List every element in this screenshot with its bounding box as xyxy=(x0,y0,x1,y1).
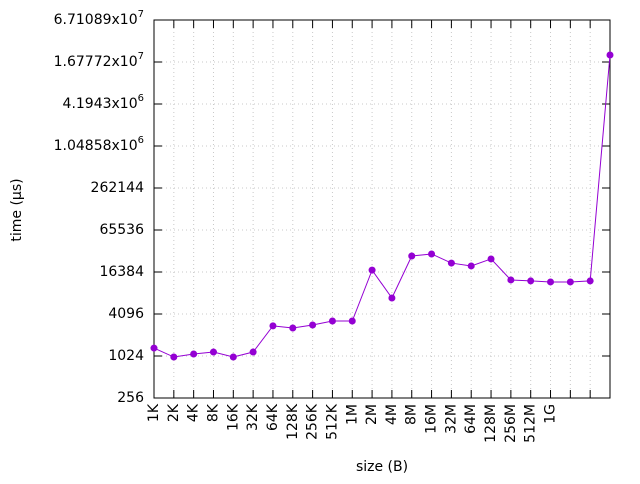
data-point xyxy=(150,344,158,352)
x-tick-label: 8M xyxy=(404,404,420,425)
data-point xyxy=(328,317,336,325)
x-tick-label: 2K xyxy=(166,403,182,422)
y-tick-label: 4096 xyxy=(108,306,144,322)
data-point xyxy=(269,322,277,330)
y-tick-label: 4.1943x106 xyxy=(63,93,144,112)
data-point xyxy=(170,353,178,361)
x-axis-label: size (B) xyxy=(356,459,408,475)
y-tick-label: 262144 xyxy=(91,180,145,196)
x-tick-label: 128M xyxy=(483,404,499,443)
data-point xyxy=(487,255,495,263)
y-tick-label: 256 xyxy=(117,390,144,406)
data-point xyxy=(527,277,535,285)
series-line xyxy=(153,54,611,358)
data-point xyxy=(547,278,555,286)
x-tick-label: 32M xyxy=(443,404,459,434)
data-point xyxy=(606,51,614,59)
x-tick-label: 8K xyxy=(205,403,221,422)
x-tick-label: 256M xyxy=(503,404,519,443)
data-point xyxy=(388,294,396,302)
y-tick-label: 65536 xyxy=(99,222,144,238)
data-point xyxy=(368,266,376,274)
y-tick-label: 1024 xyxy=(108,348,144,364)
data-point xyxy=(249,348,257,356)
x-tick-label: 1G xyxy=(543,404,559,424)
data-point xyxy=(408,252,416,260)
x-tick-label: 2M xyxy=(364,404,380,425)
data-point xyxy=(309,321,317,329)
data-point xyxy=(467,262,475,270)
x-tick-label: 4M xyxy=(384,404,400,425)
y-tick-label: 1.04858x106 xyxy=(54,135,144,154)
x-tick-label: 16K xyxy=(225,403,241,431)
x-tick-label: 512M xyxy=(523,404,539,443)
x-tick-label: 256K xyxy=(305,403,321,440)
data-point xyxy=(566,278,574,286)
data-point xyxy=(190,350,198,358)
data-point xyxy=(348,317,356,325)
x-tick-label: 32K xyxy=(245,403,261,431)
x-tick-label: 128K xyxy=(285,403,301,440)
data-point xyxy=(209,348,217,356)
data-point xyxy=(289,324,297,332)
y-tick-label: 1.67772x107 xyxy=(54,51,144,70)
data-point xyxy=(229,353,237,361)
x-tick-label: 1K xyxy=(146,403,162,422)
y-tick-label: 6.71089x107 xyxy=(54,9,144,28)
x-tick-label: 64M xyxy=(463,404,479,434)
x-tick-label: 512K xyxy=(324,403,340,440)
data-point xyxy=(428,250,436,258)
x-tick-label: 64K xyxy=(265,403,281,431)
data-point xyxy=(507,276,515,284)
y-tick-label: 16384 xyxy=(99,264,144,280)
x-tick-label: 4K xyxy=(186,403,202,422)
x-tick-label: 16M xyxy=(424,404,440,434)
y-axis-label: time (µs) xyxy=(9,178,25,241)
data-point xyxy=(447,259,455,267)
x-tick-label: 1M xyxy=(344,404,360,425)
data-point xyxy=(586,277,594,285)
plot-frame xyxy=(153,19,611,399)
